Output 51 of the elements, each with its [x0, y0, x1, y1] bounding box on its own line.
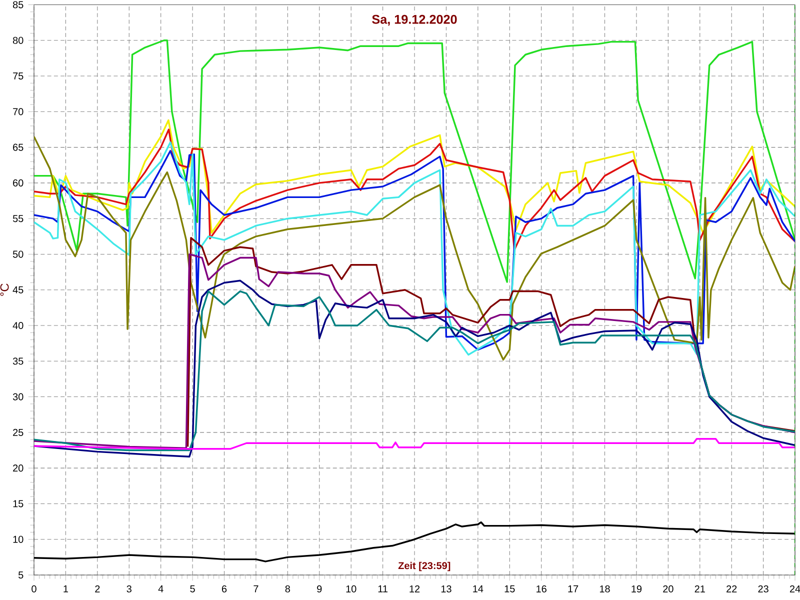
x-tick-label: 12 — [410, 585, 420, 592]
y-tick-label: 70 — [13, 108, 24, 116]
y-tick-label: 35 — [12, 358, 24, 365]
x-tick-label: 11 — [378, 585, 388, 592]
x-tick-label: 21 — [694, 585, 705, 592]
x-tick-label: 3 — [126, 585, 132, 592]
x-tick-label: 22 — [726, 585, 737, 592]
x-tick-label: 5 — [190, 585, 195, 592]
x-tick-label: 9 — [317, 585, 322, 592]
y-tick-label: 80 — [12, 36, 24, 44]
x-tick-label: 15 — [504, 585, 515, 592]
y-tick-label: 10 — [13, 536, 24, 543]
y-tick-label: 40 — [12, 322, 24, 330]
y-tick-label: 55 — [12, 215, 24, 222]
x-tick-label: 7 — [254, 585, 258, 592]
x-tick-label: 2 — [95, 585, 100, 592]
y-tick-label: 30 — [12, 393, 24, 400]
x-axis-title: Zeit [23:59] — [398, 562, 450, 572]
line-series — [34, 119, 796, 234]
x-tick-label: 6 — [222, 585, 227, 592]
y-tick-label: 85 — [12, 1, 24, 8]
x-tick-label: 8 — [285, 585, 290, 592]
x-tick-label: 20 — [663, 585, 674, 592]
y-tick-label: 60 — [13, 179, 24, 186]
y-axis-title: °C — [0, 284, 9, 296]
y-tick-label: 75 — [13, 72, 24, 80]
line-series — [34, 438, 796, 450]
y-tick-label: 25 — [13, 428, 24, 436]
text: Sa, 19.12.2020 — [372, 14, 457, 26]
x-tick-label: 4 — [158, 585, 164, 592]
x-tick-label: 13 — [441, 585, 452, 592]
x-tick-label: 14 — [473, 585, 484, 592]
y-tick-label: 45 — [12, 286, 24, 294]
x-tick-label: 17 — [568, 585, 578, 592]
x-tick-label: 19 — [632, 585, 642, 592]
y-tick-label: 20 — [13, 464, 24, 472]
x-tick-label: 1 — [64, 585, 68, 592]
x-tick-label: 18 — [600, 585, 610, 592]
line-series — [34, 253, 796, 449]
x-tick-label: 0 — [32, 585, 36, 592]
line-series — [34, 128, 796, 251]
x-tick-label: 23 — [758, 585, 768, 592]
y-tick-label: 65 — [13, 144, 24, 151]
line-series — [34, 40, 796, 283]
y-tick-label: 15 — [13, 500, 24, 508]
y-tick-label: 5 — [18, 572, 24, 578]
y-tick-label: 50 — [12, 250, 24, 258]
x-tick-label: 10 — [346, 585, 356, 592]
line-series — [34, 521, 796, 562]
x-tick-label: 24 — [790, 585, 800, 592]
x-tick-label: 16 — [536, 585, 546, 592]
